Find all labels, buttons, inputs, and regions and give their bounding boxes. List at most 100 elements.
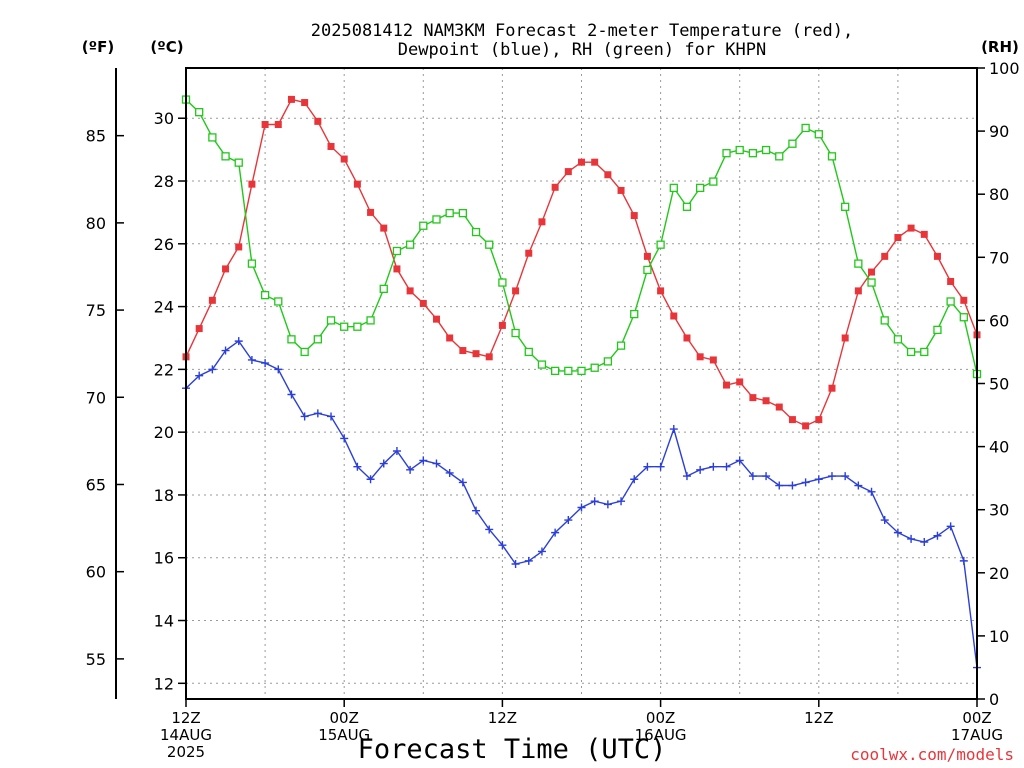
temperature-point [933, 252, 941, 260]
dewpoint-point [617, 497, 626, 506]
rh-point [234, 158, 243, 167]
temperature-point [498, 321, 506, 329]
rh-tick-label: 90 [989, 122, 1009, 141]
temperature-point [775, 403, 783, 411]
rh-point [748, 149, 758, 158]
rh-point [867, 278, 876, 287]
rh-point [287, 335, 296, 344]
dewpoint-point [827, 472, 836, 481]
rh-point [537, 360, 547, 369]
temperature-point [459, 347, 467, 355]
fahrenheit-tick-label: 60 [86, 563, 106, 582]
celsius-tick-label: 12 [154, 674, 174, 693]
temperature-point [788, 416, 796, 424]
watermark: coolwx.com/models [850, 745, 1014, 764]
rh-point [643, 265, 652, 275]
rh-point [682, 202, 692, 211]
rh-point [854, 259, 863, 268]
rh-point [379, 284, 388, 294]
dewpoint-point [419, 456, 428, 465]
temperature-point [248, 180, 256, 188]
rh-tick-label: 50 [989, 375, 1009, 394]
dewpoint-point [511, 560, 520, 569]
rh-tick-label: 80 [989, 185, 1009, 204]
temperature-point [696, 353, 704, 361]
temperature-point [274, 121, 282, 129]
temperature-point [643, 252, 651, 260]
dewpoint-point [353, 462, 362, 471]
temperature-point [868, 268, 876, 276]
rh-point [841, 202, 850, 211]
rh-point [696, 183, 705, 193]
temperature-point [525, 249, 533, 257]
rh-point [247, 259, 257, 268]
dewpoint-point [274, 365, 283, 374]
dewpoint-point [551, 528, 560, 537]
dewpoint-point [458, 478, 467, 487]
rh-point [524, 347, 533, 357]
dewpoint-point [709, 462, 718, 471]
dewpoint-point [854, 481, 863, 490]
rh-point [722, 149, 731, 158]
rh-point [616, 341, 626, 350]
temperature-point [736, 378, 744, 386]
rh-point [709, 177, 718, 186]
fahrenheit-tick-label: 75 [86, 301, 106, 320]
x-tick-label: 12Z [488, 709, 517, 727]
dewpoint-point [537, 547, 546, 556]
x-tick-label: 2025 [167, 743, 205, 761]
rh-point [577, 366, 586, 376]
temperature-point [208, 296, 216, 304]
rh-point [326, 316, 336, 325]
rh-point [603, 357, 613, 366]
temperature-point [446, 334, 454, 342]
temperature-point [551, 183, 559, 191]
dewpoint-point [340, 434, 349, 443]
dewpoint-point [933, 531, 942, 540]
rh-point [498, 278, 507, 287]
rh-point [761, 145, 771, 155]
dewpoint-point [577, 503, 586, 512]
dewpoint-point [261, 359, 270, 368]
dewpoint-point [524, 556, 533, 565]
rh-point [274, 297, 283, 306]
temperature-point [854, 287, 862, 295]
rh-point [906, 347, 916, 357]
rh-point [827, 152, 837, 161]
chart-title-line1: 2025081412 NAM3KM Forecast 2-meter Tempe… [311, 21, 853, 41]
temperature-point [472, 350, 480, 358]
rh-point [788, 139, 797, 148]
celsius-tick-label: 20 [154, 423, 174, 442]
temperature-point [828, 384, 836, 392]
temperature-point [604, 171, 612, 179]
dewpoint-point [669, 425, 678, 434]
dewpoint-point [564, 516, 573, 525]
rh-point [300, 347, 309, 357]
rh-point [550, 366, 560, 376]
dewpoint-point [722, 462, 731, 471]
x-tick-label: 17AUG [951, 726, 1003, 744]
rh-point [445, 208, 454, 218]
fahrenheit-tick-label: 65 [86, 475, 106, 494]
fahrenheit-tick-label: 70 [86, 388, 106, 407]
rh-point [353, 322, 362, 331]
rh-point [880, 316, 889, 325]
dewpoint-point [208, 365, 217, 374]
dewpoint-point [379, 459, 388, 468]
dewpoint-point [867, 487, 876, 496]
rh-point [656, 240, 665, 249]
temperature-point [683, 334, 691, 342]
dewpoint-point [313, 409, 322, 418]
temperature-point [907, 224, 915, 232]
dewpoint-point [762, 472, 771, 481]
temperature-point [222, 265, 230, 273]
dewpoint-point [485, 525, 494, 534]
temperature-point [578, 158, 585, 166]
fahrenheit-tick-label: 80 [86, 214, 106, 233]
temperature-point [762, 397, 770, 405]
dewpoint-point [392, 446, 401, 455]
rh-tick-label: 100 [989, 59, 1020, 78]
dewpoint-point [735, 456, 744, 465]
temperature-point [894, 234, 902, 242]
dewpoint-point [247, 355, 256, 364]
